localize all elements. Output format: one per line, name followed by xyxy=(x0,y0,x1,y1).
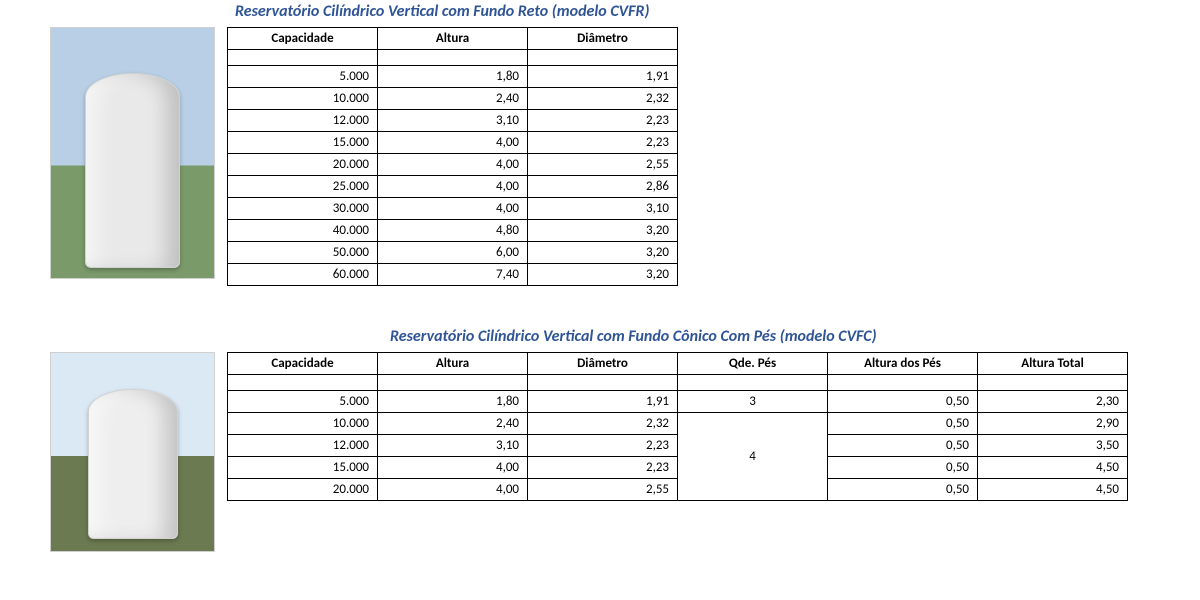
table-cell: 4,00 xyxy=(378,154,528,176)
table-cell: 3,10 xyxy=(528,198,678,220)
table-cell: 3,20 xyxy=(528,220,678,242)
table-row: 15.0004,002,23 xyxy=(228,132,678,154)
table-cell: 30.000 xyxy=(228,198,378,220)
table-cell: 4 xyxy=(678,413,828,501)
column-header: Diâmetro xyxy=(528,28,678,50)
column-header: Altura dos Pés xyxy=(828,353,978,375)
table-cell: 2,86 xyxy=(528,176,678,198)
table-row: 20.0004,002,55 xyxy=(228,154,678,176)
table-cell: 10.000 xyxy=(228,413,378,435)
table-cell: 4,00 xyxy=(378,479,528,501)
spacer-cell xyxy=(378,50,528,66)
table-row: 5.0001,801,91 xyxy=(228,66,678,88)
table-cell: 0,50 xyxy=(828,413,978,435)
table-cell: 2,32 xyxy=(528,413,678,435)
table-cell: 3,20 xyxy=(528,242,678,264)
table-cell: 1,80 xyxy=(378,391,528,413)
table-cell: 10.000 xyxy=(228,88,378,110)
product-photo xyxy=(50,27,215,279)
table-cell: 50.000 xyxy=(228,242,378,264)
table-cell: 5.000 xyxy=(228,391,378,413)
table-cell: 2,23 xyxy=(528,132,678,154)
table-cell: 12.000 xyxy=(228,435,378,457)
table-cell: 0,50 xyxy=(828,435,978,457)
table-cell: 1,91 xyxy=(528,66,678,88)
spec-table-cvfc: CapacidadeAlturaDiâmetroQde. PésAltura d… xyxy=(227,352,1128,501)
table-cell: 3,10 xyxy=(378,435,528,457)
table-cell: 60.000 xyxy=(228,264,378,286)
table-cell: 2,23 xyxy=(528,457,678,479)
spec-table-cvfr: CapacidadeAlturaDiâmetro5.0001,801,9110.… xyxy=(227,27,678,286)
section-title: Reservatório Cilíndrico Vertical com Fun… xyxy=(390,325,1150,352)
column-header: Altura xyxy=(378,28,528,50)
table-cell: 2,90 xyxy=(978,413,1128,435)
table-cell: 0,50 xyxy=(828,391,978,413)
table-row: 5.0001,801,9130,502,30 xyxy=(228,391,1128,413)
section-body: CapacidadeAlturaDiâmetro5.0001,801,9110.… xyxy=(50,27,1150,286)
table-row: 60.0007,403,20 xyxy=(228,264,678,286)
product-photo xyxy=(50,352,215,552)
table-cell: 4,00 xyxy=(378,176,528,198)
table-cell: 20.000 xyxy=(228,154,378,176)
table-cell: 15.000 xyxy=(228,132,378,154)
table-cell: 3,50 xyxy=(978,435,1128,457)
column-header: Capacidade xyxy=(228,353,378,375)
section-cvfc: Reservatório Cilíndrico Vertical com Fun… xyxy=(50,325,1150,552)
tank-icon xyxy=(85,73,180,268)
spacer-cell xyxy=(828,375,978,391)
table-cell: 0,50 xyxy=(828,479,978,501)
table-cell: 5.000 xyxy=(228,66,378,88)
section-title: Reservatório Cilíndrico Vertical com Fun… xyxy=(235,0,1150,27)
table-cell: 1,91 xyxy=(528,391,678,413)
table-cell: 2,30 xyxy=(978,391,1128,413)
table-cell: 2,23 xyxy=(528,110,678,132)
table-row: 25.0004,002,86 xyxy=(228,176,678,198)
spacer-cell xyxy=(978,375,1128,391)
table-cell: 3 xyxy=(678,391,828,413)
table-cell: 4,00 xyxy=(378,132,528,154)
table-cell: 2,55 xyxy=(528,479,678,501)
table-cell: 0,50 xyxy=(828,457,978,479)
table-cell: 6,00 xyxy=(378,242,528,264)
table-row: 30.0004,003,10 xyxy=(228,198,678,220)
section-body: CapacidadeAlturaDiâmetroQde. PésAltura d… xyxy=(50,352,1150,552)
spacer-cell xyxy=(228,50,378,66)
table-cell: 40.000 xyxy=(228,220,378,242)
column-header: Capacidade xyxy=(228,28,378,50)
table-cell: 20.000 xyxy=(228,479,378,501)
table-cell: 3,10 xyxy=(378,110,528,132)
spacer-cell xyxy=(678,375,828,391)
column-header: Qde. Pés xyxy=(678,353,828,375)
table-cell: 2,40 xyxy=(378,88,528,110)
table-cell: 4,50 xyxy=(978,479,1128,501)
spacer-cell xyxy=(228,375,378,391)
table-cell: 4,00 xyxy=(378,457,528,479)
table-cell: 15.000 xyxy=(228,457,378,479)
column-header: Diâmetro xyxy=(528,353,678,375)
table-cell: 4,50 xyxy=(978,457,1128,479)
table-cell: 2,32 xyxy=(528,88,678,110)
table-cell: 4,00 xyxy=(378,198,528,220)
spacer-cell xyxy=(378,375,528,391)
table-cell: 3,20 xyxy=(528,264,678,286)
table-row: 50.0006,003,20 xyxy=(228,242,678,264)
column-header: Altura xyxy=(378,353,528,375)
table-cell: 12.000 xyxy=(228,110,378,132)
spacer-cell xyxy=(528,375,678,391)
table-row: 10.0002,402,3240,502,90 xyxy=(228,413,1128,435)
table-cell: 7,40 xyxy=(378,264,528,286)
table-cell: 2,23 xyxy=(528,435,678,457)
table-cell: 25.000 xyxy=(228,176,378,198)
table-row: 12.0003,102,23 xyxy=(228,110,678,132)
table-row: 40.0004,803,20 xyxy=(228,220,678,242)
spacer-cell xyxy=(528,50,678,66)
table-cell: 4,80 xyxy=(378,220,528,242)
table-row: 10.0002,402,32 xyxy=(228,88,678,110)
table-cell: 2,40 xyxy=(378,413,528,435)
tank-icon xyxy=(88,389,178,539)
table-cell: 1,80 xyxy=(378,66,528,88)
table-cell: 2,55 xyxy=(528,154,678,176)
section-cvfr: Reservatório Cilíndrico Vertical com Fun… xyxy=(50,0,1150,286)
column-header: Altura Total xyxy=(978,353,1128,375)
